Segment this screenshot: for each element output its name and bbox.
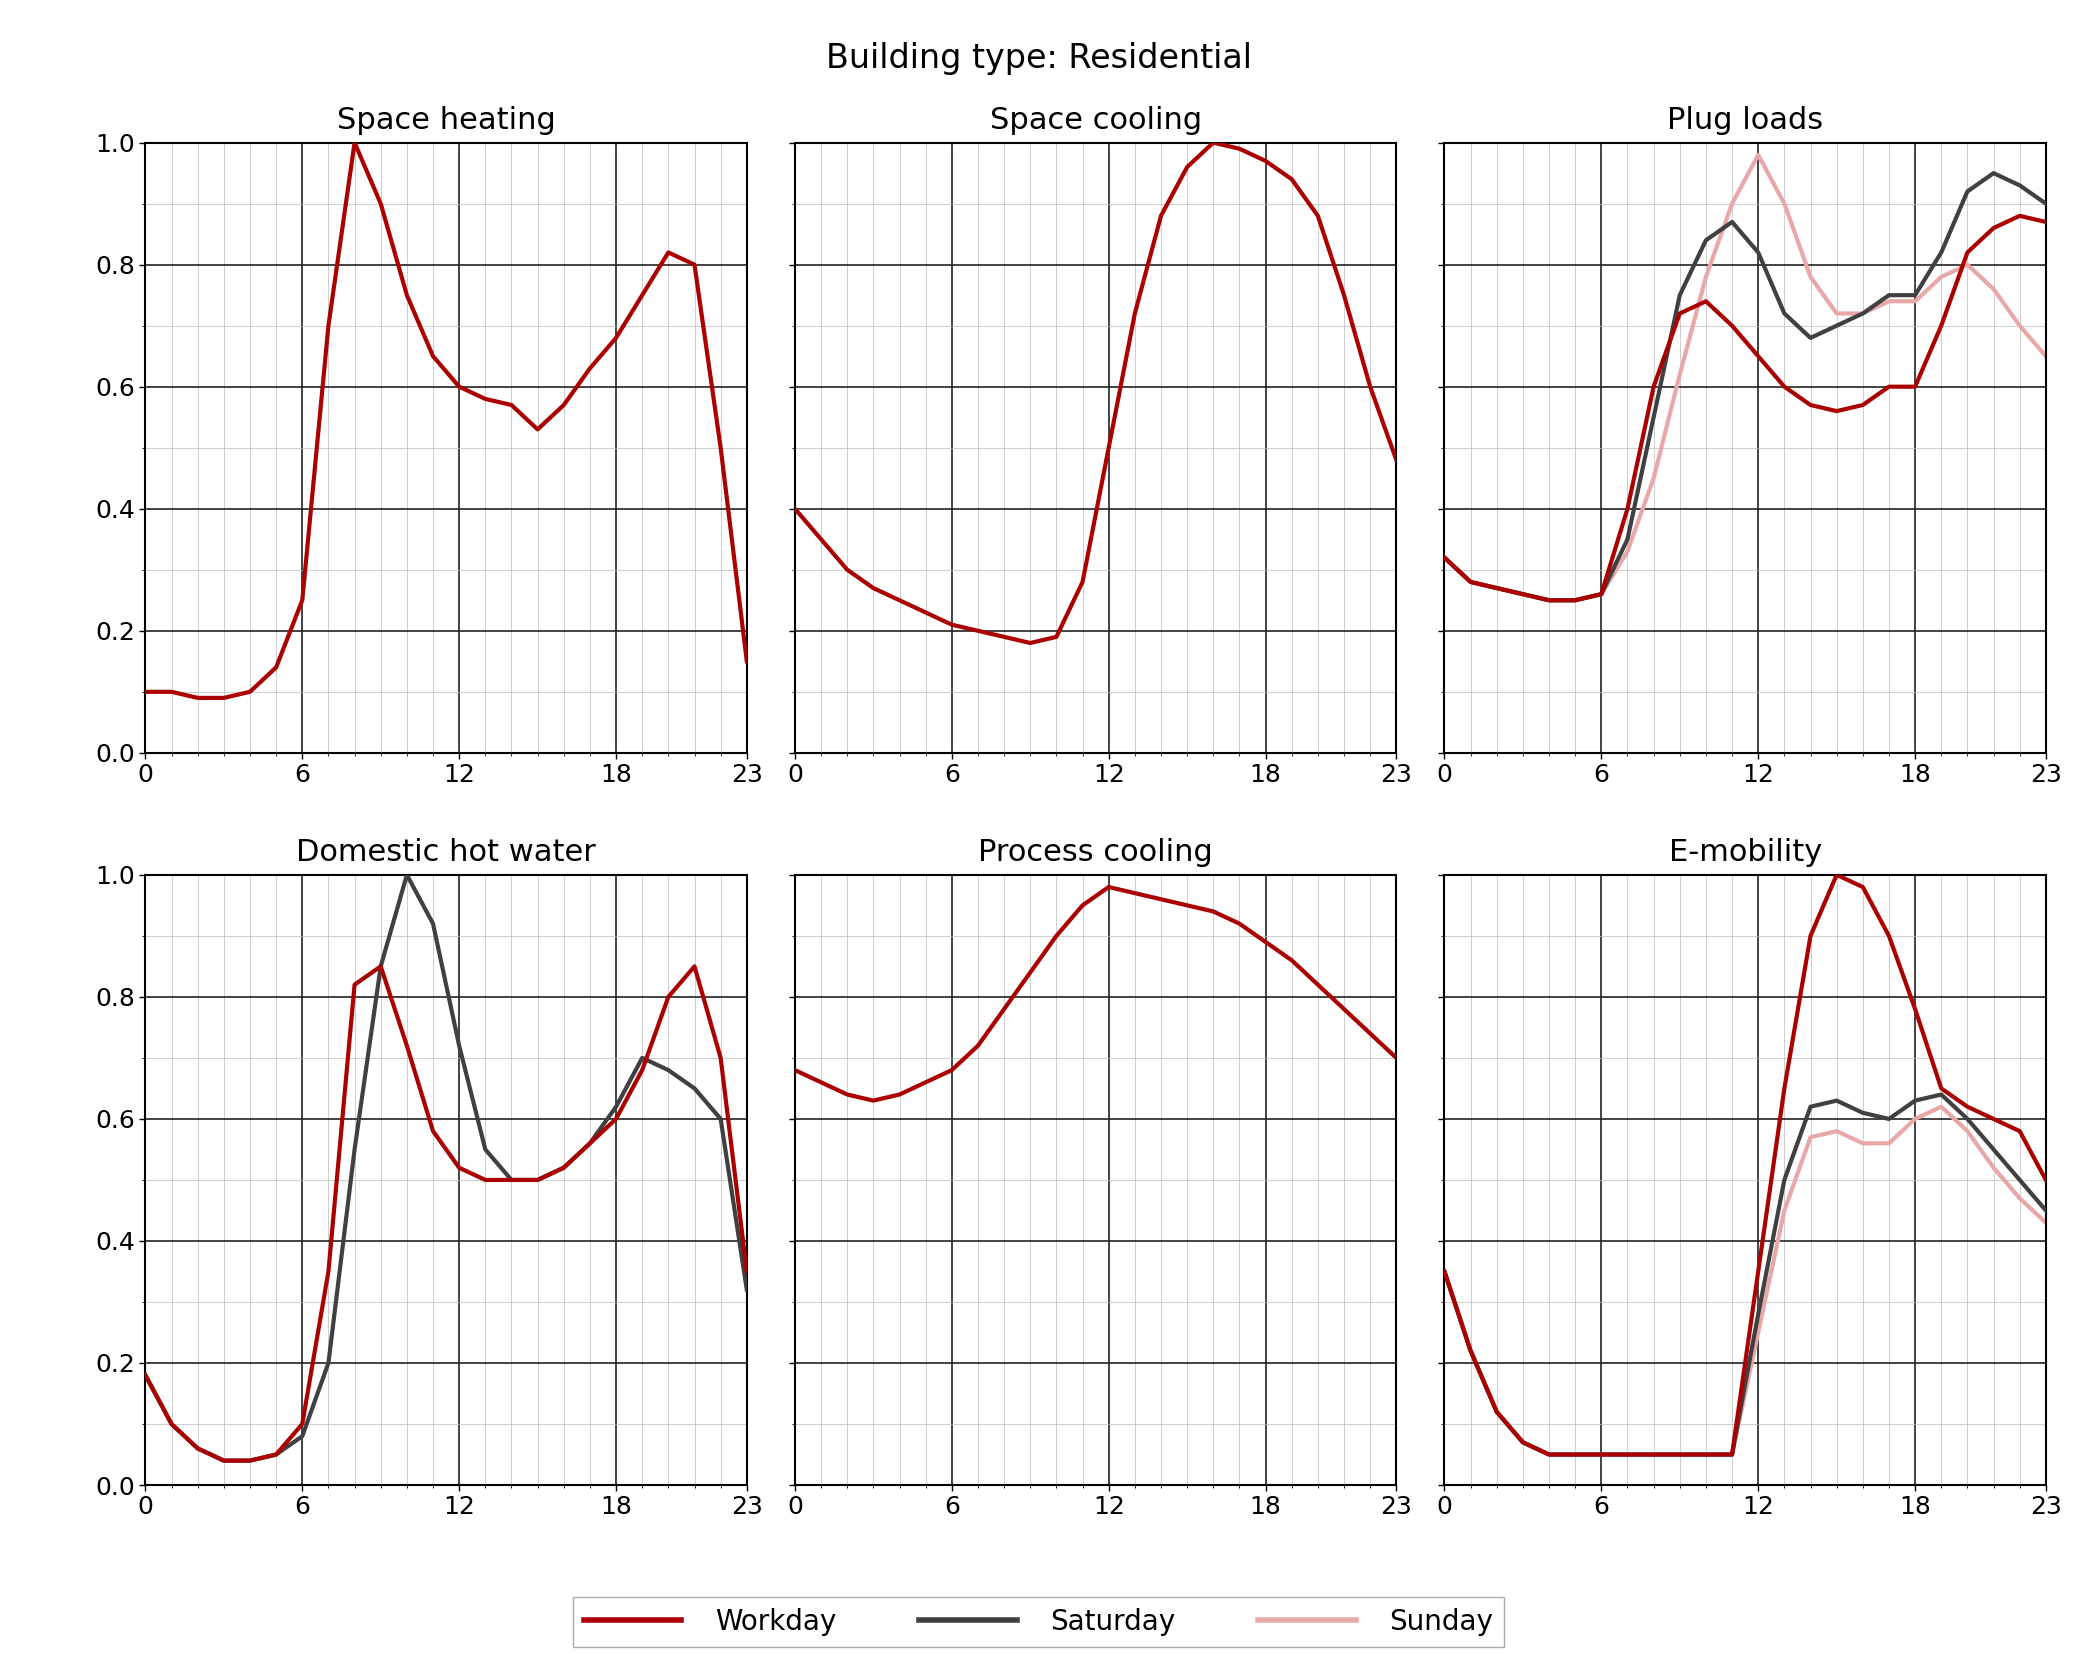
Title: Space cooling: Space cooling <box>989 106 1203 134</box>
Title: Domestic hot water: Domestic hot water <box>297 837 596 868</box>
Title: Process cooling: Process cooling <box>978 837 1213 868</box>
Text: Building type: Residential: Building type: Residential <box>825 42 1252 76</box>
Title: E-mobility: E-mobility <box>1668 837 1822 868</box>
Legend: Workday, Saturday, Sunday: Workday, Saturday, Sunday <box>573 1597 1504 1648</box>
Title: Space heating: Space heating <box>336 106 555 134</box>
Title: Plug loads: Plug loads <box>1668 106 1824 134</box>
